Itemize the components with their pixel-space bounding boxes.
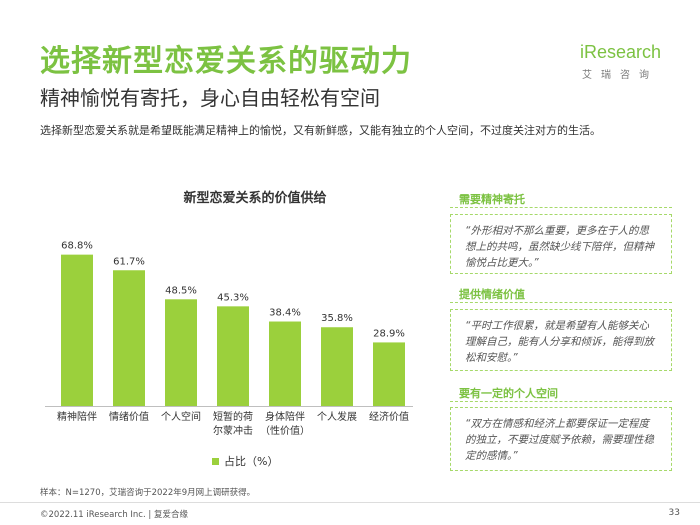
copyright-footer: ©2022.11 iResearch Inc. | 复爱合缘 [40, 510, 188, 520]
bar-7 [373, 342, 405, 406]
bar-5 [269, 321, 301, 406]
data-label: 61.7% [113, 256, 145, 267]
bar-3 [165, 299, 197, 406]
legend-label: 占比（%） [224, 455, 279, 468]
sample-footnote: 样本：N=1270，艾瑞咨询于2022年9月网上调研获得。 [40, 488, 256, 498]
side-divider [450, 302, 672, 303]
side-heading-personal-space: 要有一定的个人空间 [459, 387, 558, 400]
chart-title: 新型恋爱关系的价值供给 [183, 191, 327, 206]
category-label: 尔蒙冲击 [213, 424, 253, 437]
side-divider [450, 207, 672, 208]
category-label: 情绪价值 [109, 410, 149, 423]
category-label: 短暂的荷 [213, 410, 253, 423]
legend-swatch [212, 457, 219, 465]
category-label: 个人空间 [161, 410, 201, 423]
data-label: 68.8% [61, 241, 93, 252]
bar-6 [321, 327, 353, 406]
category-label: （性价值） [260, 424, 310, 437]
category-label: 精神陪伴 [57, 410, 97, 423]
logo-wordmark: iResearch [580, 42, 662, 62]
side-quote-spiritual: “外形相对不那么重要，更多在于人的思想上的共鸣，虽然缺少线下陪伴，但精神愉悦占比… [450, 214, 672, 274]
data-label: 35.8% [321, 313, 353, 324]
data-label: 48.5% [165, 285, 197, 296]
side-quote-emotional: “平时工作很累，就是希望有人能够关心理解自己，能有人分享和倾诉，能得到放松和安慰… [450, 309, 672, 371]
side-quote-personal-space: “双方在情感和经济上都要保证一定程度的独立，不要过度赋予依赖，需要理性稳定的感情… [450, 407, 672, 471]
side-divider [450, 401, 672, 402]
page-title: 选择新型恋爱关系的驱动力 [40, 44, 412, 79]
bar-1 [61, 254, 93, 406]
page-description: 选择新型恋爱关系就是希望既能满足精神上的愉悦，又有新鲜感，又能有独立的个人空间，… [40, 124, 601, 137]
category-label: 身体陪伴 [265, 410, 305, 423]
side-heading-spiritual: 需要精神寄托 [459, 193, 525, 206]
page-number: 33 [668, 508, 680, 518]
bar-4 [217, 306, 249, 406]
footer-divider [0, 502, 700, 503]
iresearch-logo: iResearch 艾瑞咨询 [580, 40, 662, 84]
bar-chart: 68.8% 精神陪伴 61.7% 情绪价值 48.5% 个人空间 45.3% 短暂的荷尔蒙冲击… [45, 241, 413, 437]
data-label: 38.4% [269, 308, 301, 319]
category-label: 个人发展 [317, 410, 357, 423]
chart-legend: 占比（%） [212, 453, 279, 468]
data-label: 28.9% [373, 328, 405, 339]
page-subtitle: 精神愉悦有寄托，身心自由轻松有空间 [40, 86, 380, 110]
category-label: 经济价值 [369, 410, 409, 423]
data-label: 45.3% [217, 292, 249, 303]
logo-chinese-name: 艾瑞咨询 [582, 70, 658, 81]
bar-2 [113, 270, 145, 406]
side-heading-emotional: 提供情绪价值 [459, 288, 525, 301]
